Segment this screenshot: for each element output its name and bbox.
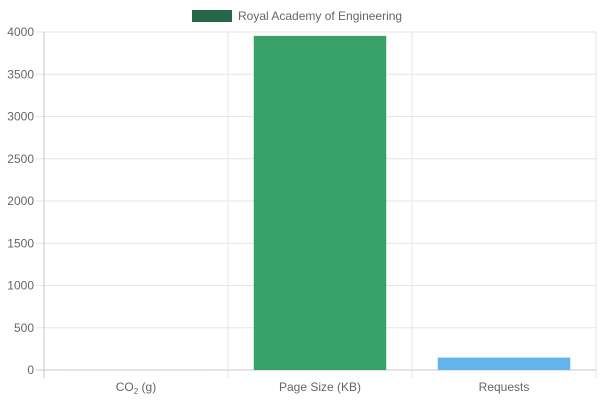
y-tick-label: 0 — [27, 363, 34, 377]
y-tick-label: 2500 — [7, 152, 34, 166]
bar-1[interactable] — [253, 35, 387, 371]
y-tick-label: 3500 — [7, 67, 34, 81]
y-tick-label: 3000 — [7, 110, 34, 124]
y-axis-tick-labels: 0 500 1000 1500 2000 2500 3000 3500 4000 — [7, 25, 34, 377]
x-tick-label: Page Size (KB) — [279, 380, 361, 394]
legend-label: Royal Academy of Engineering — [238, 9, 402, 23]
x-tick-label: Requests — [479, 380, 530, 394]
y-tick-label: 2000 — [7, 194, 34, 208]
y-tick-label: 1500 — [7, 236, 34, 250]
x-tick-label: CO2 (g) — [116, 380, 156, 396]
legend[interactable]: Royal Academy of Engineering — [192, 9, 402, 23]
y-tick-label: 500 — [14, 321, 34, 335]
y-tick-label: 1000 — [7, 279, 34, 293]
legend-swatch — [192, 10, 232, 22]
bar-2[interactable] — [437, 357, 571, 370]
y-tick-label: 4000 — [7, 25, 34, 39]
x-axis-tick-labels: CO2 (g) Page Size (KB) Requests — [116, 380, 530, 396]
bars — [69, 35, 571, 371]
